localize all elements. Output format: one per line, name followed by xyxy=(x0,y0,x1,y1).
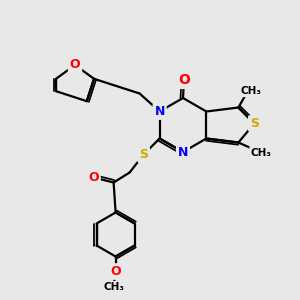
Text: CH₃: CH₃ xyxy=(103,283,124,292)
Text: CH₃: CH₃ xyxy=(251,148,272,158)
Text: S: S xyxy=(250,117,259,130)
Text: O: O xyxy=(178,73,190,87)
Text: S: S xyxy=(139,148,148,161)
Text: CH₃: CH₃ xyxy=(241,85,262,95)
Text: O: O xyxy=(70,58,80,71)
Text: O: O xyxy=(110,265,121,278)
Text: N: N xyxy=(178,146,188,158)
Text: O: O xyxy=(88,171,99,184)
Text: N: N xyxy=(154,105,165,118)
